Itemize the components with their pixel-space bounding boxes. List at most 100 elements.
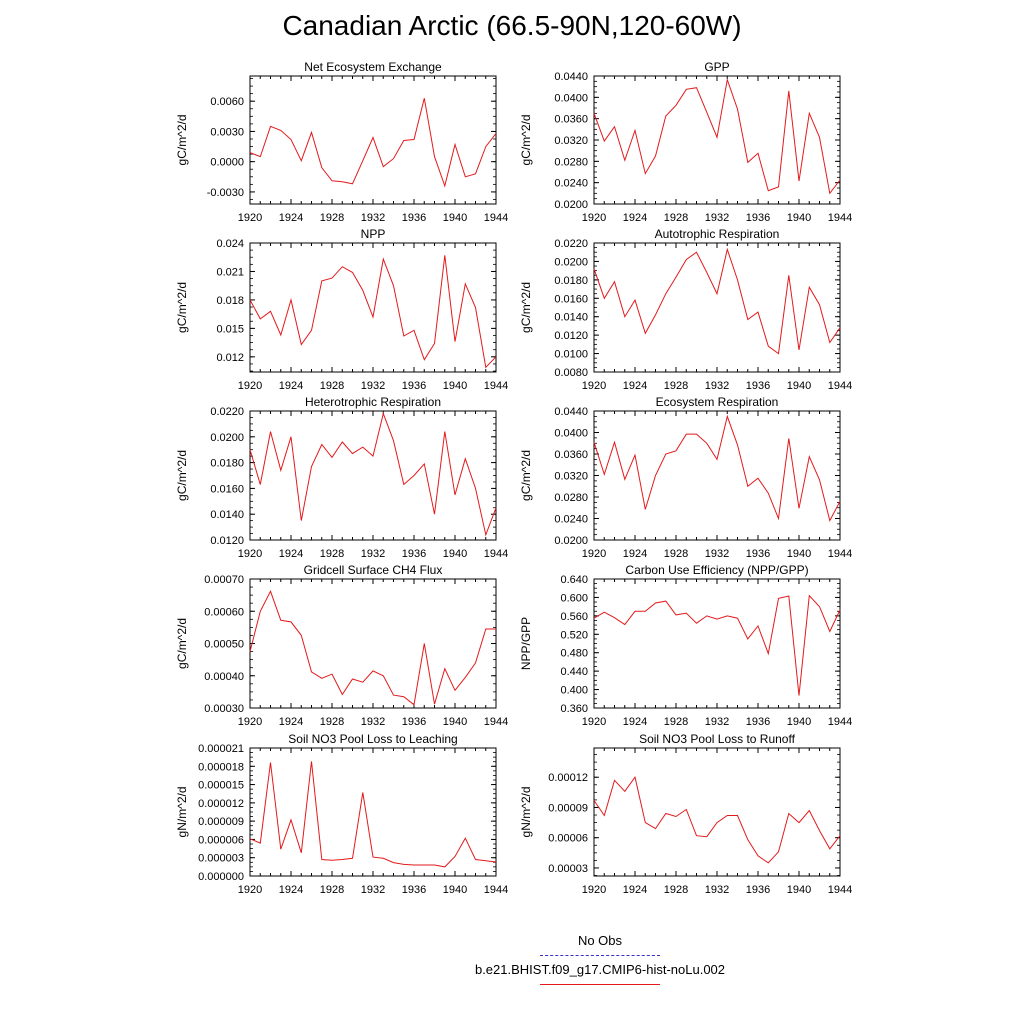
y-tick-label: 0.0000 bbox=[210, 157, 244, 169]
x-tick-label: 1928 bbox=[320, 716, 344, 728]
y-tick-label: 0.360 bbox=[560, 703, 588, 715]
y-tick-label: 0.0440 bbox=[554, 406, 588, 418]
y-tick-label: 0.560 bbox=[560, 611, 588, 623]
y-tick-label: 0.000006 bbox=[198, 834, 244, 846]
y-tick-label: 0.0200 bbox=[554, 535, 588, 547]
plot-frame bbox=[593, 410, 841, 541]
x-tick-label: 1944 bbox=[828, 212, 852, 224]
panel-title: Soil NO3 Pool Loss to Runoff bbox=[639, 732, 796, 746]
y-axis-label: gN/m^2/d bbox=[175, 787, 189, 838]
x-tick-label: 1936 bbox=[402, 212, 426, 224]
y-axis-label: gC/m^2/d bbox=[519, 282, 533, 333]
y-tick-label: 0.0280 bbox=[554, 492, 588, 504]
y-tick-label: -0.0030 bbox=[207, 187, 244, 199]
y-tick-label: 0.00040 bbox=[204, 671, 244, 683]
y-axis-label: gC/m^2/d bbox=[519, 115, 533, 166]
x-tick-label: 1944 bbox=[828, 548, 852, 560]
y-tick-label: 0.018 bbox=[216, 295, 244, 307]
x-tick-label: 1940 bbox=[443, 716, 467, 728]
y-tick-label: 0.0140 bbox=[210, 509, 244, 521]
y-tick-label: 0.00003 bbox=[548, 863, 588, 875]
y-tick-label: 0.000000 bbox=[198, 871, 244, 883]
y-tick-label: 0.0120 bbox=[554, 330, 588, 342]
x-tick-label: 1936 bbox=[746, 884, 770, 896]
y-tick-label: 0.0180 bbox=[554, 275, 588, 287]
x-tick-label: 1940 bbox=[787, 380, 811, 392]
x-tick-label: 1928 bbox=[320, 548, 344, 560]
y-tick-label: 0.600 bbox=[560, 592, 588, 604]
plot-frame bbox=[249, 242, 497, 373]
x-tick-label: 1932 bbox=[361, 380, 385, 392]
x-tick-label: 1920 bbox=[582, 548, 606, 560]
y-tick-label: 0.480 bbox=[560, 648, 588, 660]
panel-title: Soil NO3 Pool Loss to Leaching bbox=[288, 732, 457, 746]
panel-title: Ecosystem Respiration bbox=[656, 395, 779, 409]
x-tick-label: 1940 bbox=[787, 716, 811, 728]
y-tick-label: 0.0220 bbox=[554, 238, 588, 250]
y-tick-label: 0.0200 bbox=[554, 256, 588, 268]
x-tick-label: 1928 bbox=[320, 380, 344, 392]
plot-frame bbox=[593, 747, 841, 877]
y-axis-label: gC/m^2/d bbox=[519, 450, 533, 501]
x-tick-label: 1932 bbox=[361, 548, 385, 560]
y-axis-label: gN/m^2/d bbox=[519, 787, 533, 838]
y-tick-label: 0.0280 bbox=[554, 156, 588, 168]
panel-title: Net Ecosystem Exchange bbox=[304, 60, 442, 74]
x-tick-label: 1936 bbox=[746, 380, 770, 392]
series-line bbox=[593, 414, 841, 522]
x-tick-label: 1928 bbox=[664, 716, 688, 728]
x-tick-label: 1936 bbox=[402, 884, 426, 896]
panel-title: Gridcell Surface CH4 Flux bbox=[304, 563, 443, 577]
x-tick-label: 1936 bbox=[746, 716, 770, 728]
x-tick-label: 1928 bbox=[664, 548, 688, 560]
x-tick-label: 1924 bbox=[279, 716, 303, 728]
x-tick-label: 1928 bbox=[320, 884, 344, 896]
y-tick-label: 0.0160 bbox=[554, 293, 588, 305]
y-tick-label: 0.0180 bbox=[210, 458, 244, 470]
y-tick-label: 0.000012 bbox=[198, 798, 244, 810]
series-line bbox=[249, 761, 497, 868]
x-tick-label: 1924 bbox=[279, 548, 303, 560]
y-tick-label: 0.0440 bbox=[554, 71, 588, 83]
plot-frame bbox=[249, 75, 497, 205]
x-tick-label: 1940 bbox=[787, 548, 811, 560]
x-tick-label: 1936 bbox=[402, 716, 426, 728]
y-axis-label: gC/m^2/d bbox=[175, 282, 189, 333]
y-tick-label: 0.520 bbox=[560, 629, 588, 641]
y-axis-label: NPP/GPP bbox=[519, 617, 533, 670]
y-tick-label: 0.024 bbox=[216, 238, 244, 250]
x-tick-label: 1940 bbox=[787, 212, 811, 224]
y-tick-label: 0.0400 bbox=[554, 92, 588, 104]
x-tick-label: 1920 bbox=[238, 548, 262, 560]
x-tick-label: 1944 bbox=[484, 548, 508, 560]
series-line bbox=[249, 98, 497, 188]
x-tick-label: 1920 bbox=[582, 212, 606, 224]
x-tick-label: 1944 bbox=[484, 884, 508, 896]
plot-frame bbox=[249, 410, 497, 541]
x-tick-label: 1920 bbox=[582, 884, 606, 896]
x-tick-label: 1924 bbox=[279, 884, 303, 896]
panel-title: Autotrophic Respiration bbox=[655, 227, 780, 241]
x-tick-label: 1944 bbox=[828, 884, 852, 896]
x-tick-label: 1932 bbox=[361, 884, 385, 896]
x-tick-label: 1924 bbox=[623, 548, 647, 560]
y-tick-label: 0.000009 bbox=[198, 816, 244, 828]
y-tick-label: 0.012 bbox=[216, 352, 244, 364]
x-tick-label: 1940 bbox=[443, 884, 467, 896]
y-tick-label: 0.0200 bbox=[210, 432, 244, 444]
y-tick-label: 0.00030 bbox=[204, 703, 244, 715]
series-line bbox=[249, 411, 497, 537]
series-line bbox=[593, 77, 841, 195]
x-tick-label: 1928 bbox=[320, 212, 344, 224]
y-tick-label: 0.000015 bbox=[198, 780, 244, 792]
x-tick-label: 1932 bbox=[705, 212, 729, 224]
y-tick-label: 0.00006 bbox=[548, 833, 588, 845]
panel-title: GPP bbox=[704, 60, 729, 74]
x-tick-label: 1932 bbox=[361, 212, 385, 224]
y-tick-label: 0.000018 bbox=[198, 761, 244, 773]
y-tick-label: 0.0240 bbox=[554, 178, 588, 190]
x-tick-label: 1932 bbox=[705, 716, 729, 728]
panel-title: NPP bbox=[361, 227, 386, 241]
y-tick-label: 0.0140 bbox=[554, 312, 588, 324]
